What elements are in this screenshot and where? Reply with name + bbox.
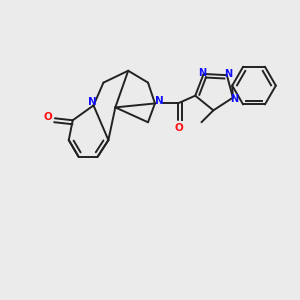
Text: O: O	[174, 123, 183, 133]
Text: N: N	[154, 97, 163, 106]
Text: N: N	[88, 98, 97, 107]
Text: N: N	[199, 68, 207, 78]
Text: N: N	[224, 69, 232, 79]
Text: N: N	[230, 94, 238, 103]
Text: O: O	[44, 112, 52, 122]
